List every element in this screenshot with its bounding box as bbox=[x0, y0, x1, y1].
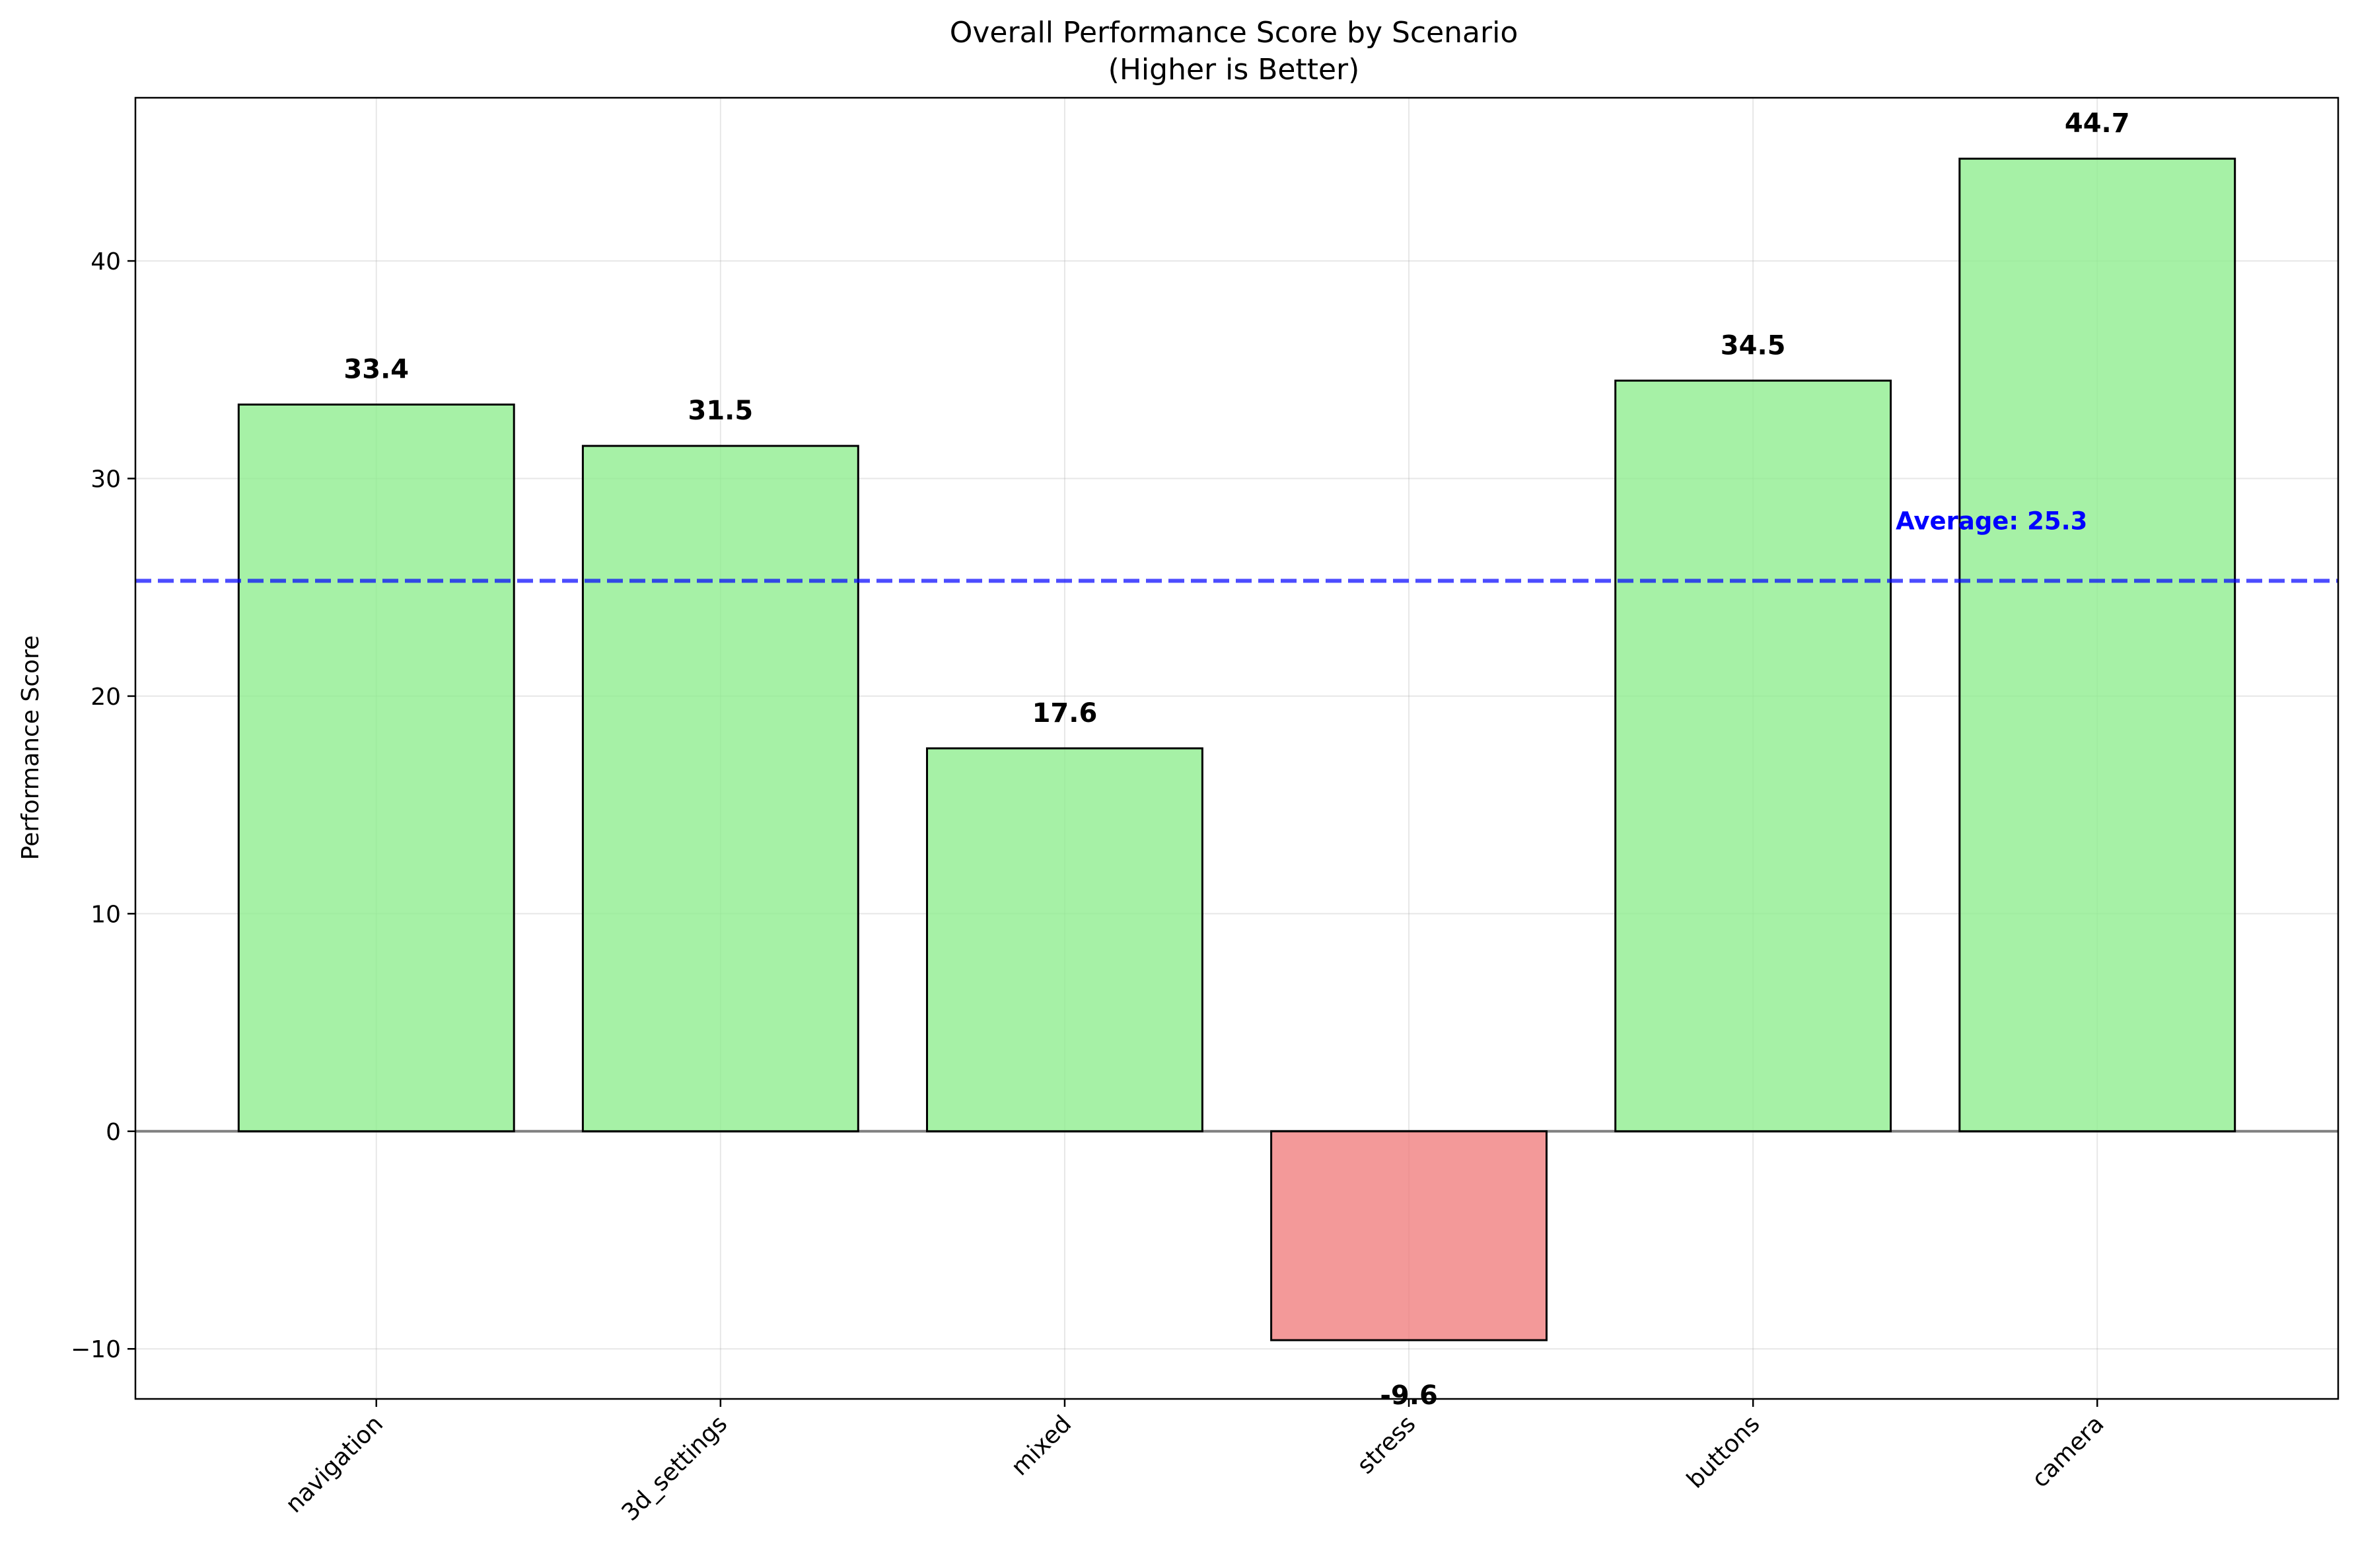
bar-3d_settings bbox=[581, 445, 859, 1133]
chart-title: Overall Performance Score by Scenario bbox=[950, 16, 1518, 50]
bar-stress bbox=[1270, 1130, 1548, 1341]
value-label-camera: 44.7 bbox=[2065, 108, 2130, 139]
y-tick-label: 0 bbox=[106, 1119, 121, 1146]
y-tick-label: −10 bbox=[71, 1336, 121, 1363]
plot-frame bbox=[134, 96, 2339, 1400]
value-label-navigation: 33.4 bbox=[343, 354, 409, 384]
y-tick-label: 10 bbox=[90, 901, 121, 928]
y-tick-label: 20 bbox=[90, 684, 121, 711]
bar-camera bbox=[1958, 157, 2236, 1133]
bar-navigation bbox=[237, 403, 515, 1133]
value-labels: 33.431.517.6-9.634.544.7 bbox=[343, 108, 2129, 1411]
value-label-buttons: 34.5 bbox=[1721, 330, 1786, 361]
average-label: Average: 25.3 bbox=[1896, 507, 2087, 535]
y-axis-label: Performance Score bbox=[17, 635, 44, 860]
bars bbox=[237, 157, 2236, 1341]
value-label-mixed: 17.6 bbox=[1032, 698, 1098, 729]
bar-buttons bbox=[1614, 379, 1892, 1133]
bar-mixed bbox=[926, 747, 1203, 1133]
y-tick-label: 30 bbox=[90, 466, 121, 493]
value-label-3d_settings: 31.5 bbox=[688, 396, 754, 426]
average-line-group: Average: 25.3 bbox=[135, 507, 2338, 583]
y-tick-label: 40 bbox=[90, 248, 121, 275]
chart-subtitle: (Higher is Better) bbox=[1108, 53, 1360, 87]
